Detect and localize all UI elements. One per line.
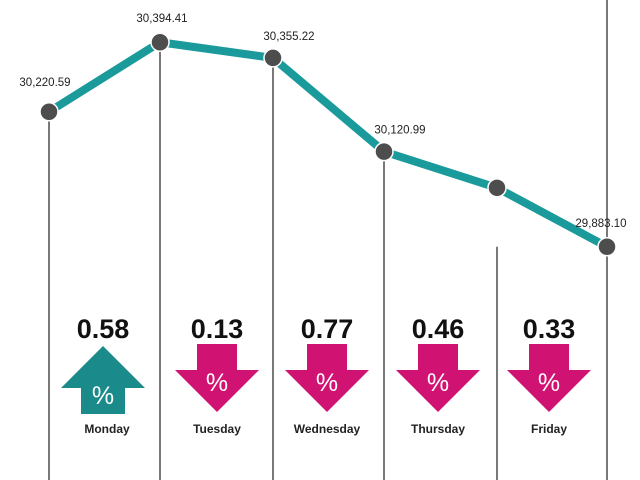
day-label-friday: Friday (531, 422, 567, 436)
change-value: 0.13 (191, 314, 244, 344)
data-point-1 (150, 32, 170, 52)
change-indicator-tuesday: 0.13% Tuesday (175, 314, 259, 436)
value-label-tuesday: 30,394.41 (136, 13, 187, 25)
change-indicator-friday: 0.33% Friday (507, 314, 591, 436)
change-value: 0.46 (412, 314, 465, 344)
value-label-wednesday: 30,355.22 (263, 31, 314, 43)
change-indicator-wednesday: 0.77% Wednesday (285, 314, 369, 436)
value-label-monday: 30,220.59 (19, 77, 70, 89)
percent-symbol: % (538, 369, 560, 397)
arrow-down-icon (396, 344, 480, 412)
value-labels: 30,220.59 30,394.41 30,355.22 30,120.99 29,8… (19, 13, 626, 230)
change-indicator-thursday: 0.46% Thursday (396, 314, 480, 436)
arrow-down-icon (175, 344, 259, 412)
percent-symbol: % (92, 382, 114, 410)
arrow-up-icon (61, 346, 145, 414)
day-label-tuesday: Tuesday (193, 422, 241, 436)
percent-symbol: % (206, 369, 228, 397)
data-point-5 (597, 237, 617, 257)
daily-change-indicators: 0.58% Monday 0.13% Tuesday 0.77% Wednesday 0.4… (61, 314, 591, 436)
arrow-down-icon (507, 344, 591, 412)
change-value: 0.77 (301, 314, 354, 344)
data-point-3 (374, 141, 394, 162)
data-point-0 (39, 102, 59, 122)
data-point-2 (263, 48, 283, 68)
data-point-4 (487, 178, 507, 198)
percent-symbol: % (427, 369, 449, 397)
change-indicator-monday: 0.58% Monday (61, 314, 145, 436)
value-label-friday: 29,883.10 (575, 218, 626, 230)
value-label-thursday: 30,120.99 (374, 125, 425, 137)
change-value: 0.58 (77, 314, 130, 344)
day-label-wednesday: Wednesday (294, 422, 361, 436)
day-label-monday: Monday (84, 422, 130, 436)
data-point-markers (39, 32, 617, 257)
percent-symbol: % (316, 369, 338, 397)
arrow-down-icon (285, 344, 369, 412)
day-label-thursday: Thursday (411, 422, 465, 436)
change-value: 0.33 (523, 314, 576, 344)
index-trend-line (45, 38, 611, 251)
